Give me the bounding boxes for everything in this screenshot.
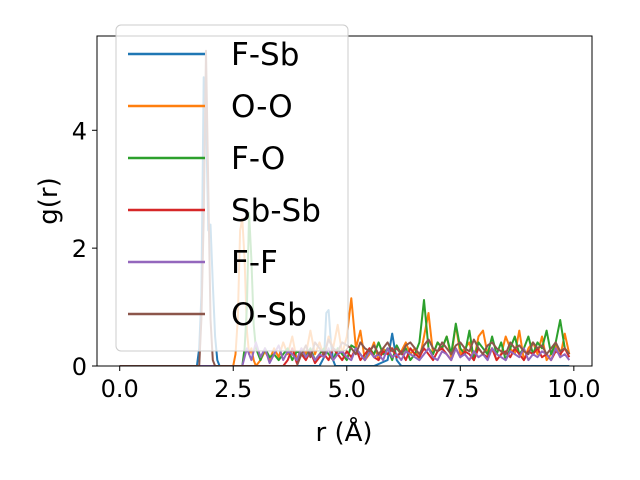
legend-label-o-o: O-O <box>231 89 293 125</box>
series-line-f-f <box>119 341 571 366</box>
y-tick-label: 2 <box>72 235 87 263</box>
legend: F-Sb O-O F-O Sb-Sb F-F O-Sb <box>115 24 349 352</box>
x-tick-label: 2.5 <box>214 375 252 403</box>
legend-label-sb-sb: Sb-Sb <box>231 193 321 229</box>
y-tick-label: 0 <box>72 353 87 381</box>
x-tick-label: 5.0 <box>328 375 366 403</box>
y-axis-label: g(r) <box>34 177 64 224</box>
x-tick-label: 7.5 <box>441 375 479 403</box>
legend-label-f-o: F-O <box>231 141 285 177</box>
legend-label-o-sb: O-Sb <box>231 297 307 333</box>
legend-label-f-sb: F-Sb <box>231 37 299 73</box>
x-axis-ticks: 0.0 2.5 5.0 7.5 10.0 <box>101 366 601 403</box>
x-tick-label: 10.0 <box>547 375 600 403</box>
x-axis-label: r (Å) <box>315 416 372 448</box>
y-tick-label: 4 <box>72 117 87 145</box>
y-axis-ticks: 0 2 4 <box>72 117 97 381</box>
legend-label-f-f: F-F <box>231 245 278 281</box>
x-tick-label: 0.0 <box>101 375 139 403</box>
